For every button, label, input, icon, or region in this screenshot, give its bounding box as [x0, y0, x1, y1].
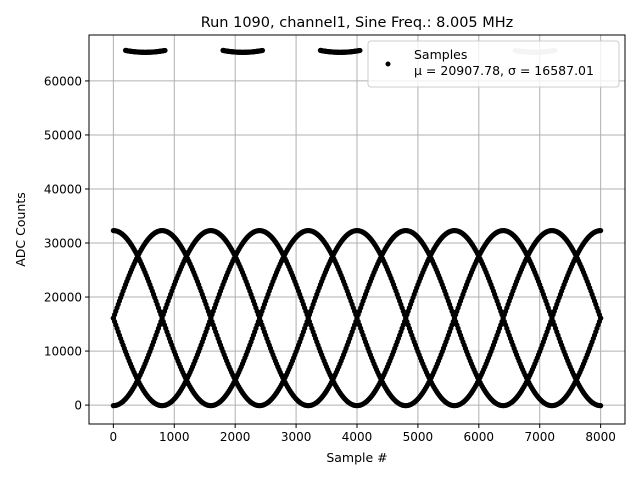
legend-marker: [385, 61, 391, 67]
legend: Samples μ = 20907.78, σ = 16587.01: [367, 40, 620, 88]
y-tick-label: 0: [74, 399, 82, 413]
x-tick-label: 2000: [220, 430, 251, 444]
x-tick-label: 6000: [464, 430, 495, 444]
data-point: [598, 403, 604, 409]
y-axis-ticks: 0 10000 20000 30000 40000 50000 60000: [44, 74, 89, 413]
data-point: [598, 315, 604, 321]
y-tick-label: 40000: [44, 182, 82, 196]
x-tick-label: 1000: [159, 430, 190, 444]
data-point: [259, 47, 266, 54]
y-tick-label: 20000: [44, 291, 82, 305]
saturated-row-1: [220, 47, 266, 55]
y-tick-label: 60000: [44, 74, 82, 88]
legend-entry-stats: μ = 20907.78, σ = 16587.01: [414, 63, 594, 78]
x-tick-label: 0: [110, 430, 118, 444]
saturated-row-2: [317, 47, 363, 55]
data-point: [162, 47, 168, 54]
x-tick-label: 7000: [524, 430, 555, 444]
legend-box: [367, 40, 620, 88]
x-axis-label: Sample #: [326, 450, 387, 465]
y-tick-label: 10000: [44, 345, 82, 359]
data-point: [357, 47, 363, 54]
x-axis-ticks: 0 1000 2000 3000 4000 5000 6000 7000 8000: [110, 424, 616, 444]
sample-trace-3: [110, 227, 604, 409]
x-tick-label: 3000: [281, 430, 312, 444]
x-tick-label: 5000: [403, 430, 434, 444]
saturated-row-0: [122, 47, 168, 55]
sample-trace-2: [110, 227, 604, 409]
data-point: [598, 227, 604, 234]
x-tick-label: 8000: [585, 430, 616, 444]
y-tick-label: 30000: [44, 237, 82, 251]
chart-title: Run 1090, channel1, Sine Freq.: 8.005 MH…: [201, 15, 514, 31]
x-tick-label: 4000: [342, 430, 373, 444]
y-axis-label: ADC Counts: [13, 192, 28, 267]
legend-entry-samples: Samples: [414, 47, 467, 62]
y-tick-label: 50000: [44, 128, 82, 142]
